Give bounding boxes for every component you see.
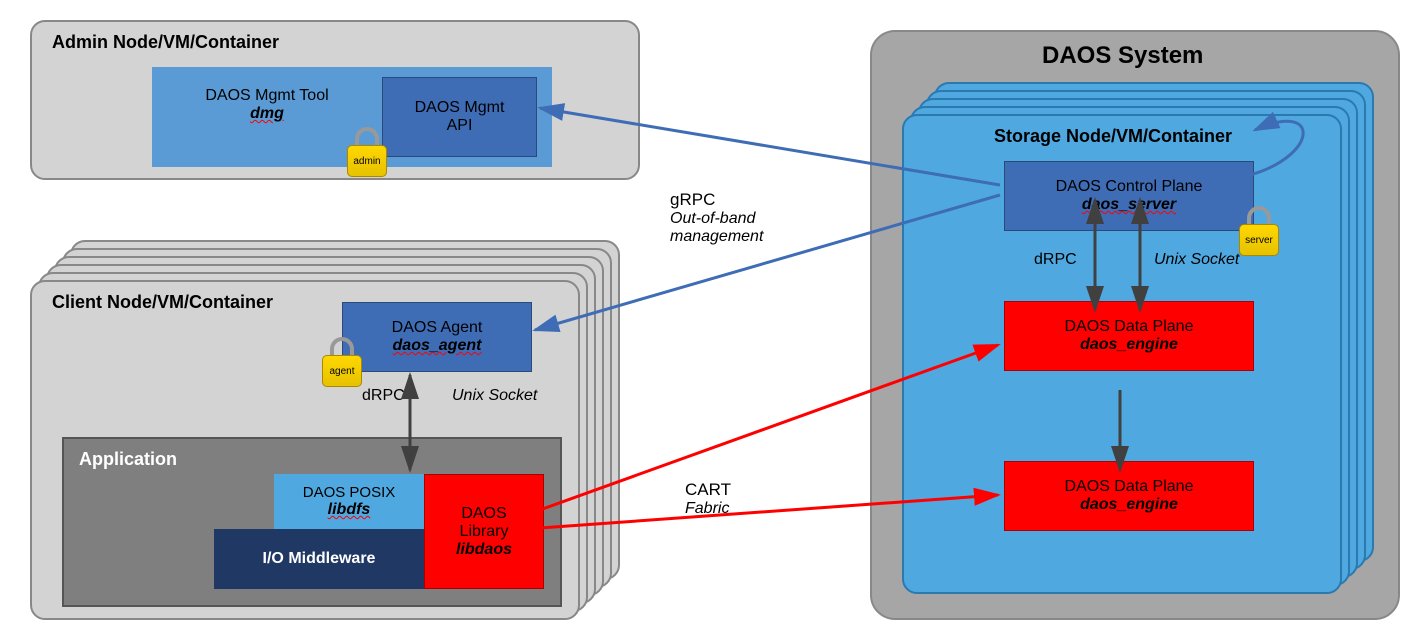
daos-agent-box: DAOS Agent daos_agent (342, 302, 532, 372)
control-plane-line2: daos_server (1082, 196, 1176, 214)
agent-lock-label: agent (329, 366, 354, 377)
mgmt-api-box: DAOS Mgmt API (382, 77, 537, 157)
posix-box: DAOS POSIX libdfs (274, 474, 424, 529)
application-title: Application (79, 449, 177, 470)
admin-lock-label: admin (353, 156, 380, 167)
library-box: DAOS Library libdaos (424, 474, 544, 589)
storage-node-title: Storage Node/VM/Container (994, 126, 1232, 147)
client-unix-label: Unix Socket (452, 387, 537, 405)
data-plane-box-1: DAOS Data Plane daos_engine (1004, 301, 1254, 371)
agent-line2: daos_agent (393, 337, 482, 355)
server-lock-label: server (1245, 235, 1273, 246)
posix-line2: libdfs (328, 501, 371, 519)
agent-line1: DAOS Agent (392, 319, 483, 337)
mgmt-api-line1: DAOS Mgmt (415, 99, 505, 117)
mgmt-tool-line1: DAOS Mgmt Tool (172, 87, 362, 105)
library-line2: Library (460, 523, 509, 541)
storage-drpc-label: dRPC (1034, 251, 1077, 269)
admin-node-title: Admin Node/VM/Container (52, 32, 279, 53)
client-drpc-label: dRPC (362, 387, 405, 405)
daos-system-container: DAOS System Storage Node/VM/Container DA… (870, 30, 1400, 620)
middleware-box: I/O Middleware (214, 529, 424, 589)
grpc-label: gRPC Out-of-band management (670, 190, 763, 246)
middleware-label: I/O Middleware (263, 550, 376, 568)
mgmt-api-line2: API (447, 117, 473, 135)
admin-node-container: Admin Node/VM/Container DAOS Mgmt Tool d… (30, 20, 640, 180)
mgmt-tool-line2: dmg (172, 105, 362, 123)
storage-unix-label: Unix Socket (1154, 251, 1239, 269)
posix-line1: DAOS POSIX (303, 484, 396, 501)
cart-label: CART Fabric (685, 480, 731, 518)
data-plane2-line2: daos_engine (1080, 496, 1178, 514)
library-line1: DAOS (461, 505, 506, 523)
client-node-title: Client Node/VM/Container (52, 292, 273, 313)
client-node-stack: Client Node/VM/Container DAOS Agent daos… (30, 240, 620, 620)
storage-node-container: Storage Node/VM/Container DAOS Control P… (902, 114, 1342, 594)
server-lock-icon: server (1239, 206, 1279, 256)
application-container: Application DAOS POSIX libdfs I/O Middle… (62, 437, 562, 607)
data-plane-box-2: DAOS Data Plane daos_engine (1004, 461, 1254, 531)
data-plane1-line1: DAOS Data Plane (1065, 318, 1194, 336)
daos-system-title: DAOS System (1042, 42, 1203, 70)
storage-node-stack: Storage Node/VM/Container DAOS Control P… (902, 82, 1382, 602)
admin-lock-icon: admin (347, 127, 387, 177)
data-plane1-line2: daos_engine (1080, 336, 1178, 354)
client-node-container: Client Node/VM/Container DAOS Agent daos… (30, 280, 580, 620)
control-plane-line1: DAOS Control Plane (1056, 178, 1203, 196)
data-plane2-line1: DAOS Data Plane (1065, 478, 1194, 496)
library-line3: libdaos (456, 541, 512, 559)
agent-lock-icon: agent (322, 337, 362, 387)
control-plane-box: DAOS Control Plane daos_server (1004, 161, 1254, 231)
